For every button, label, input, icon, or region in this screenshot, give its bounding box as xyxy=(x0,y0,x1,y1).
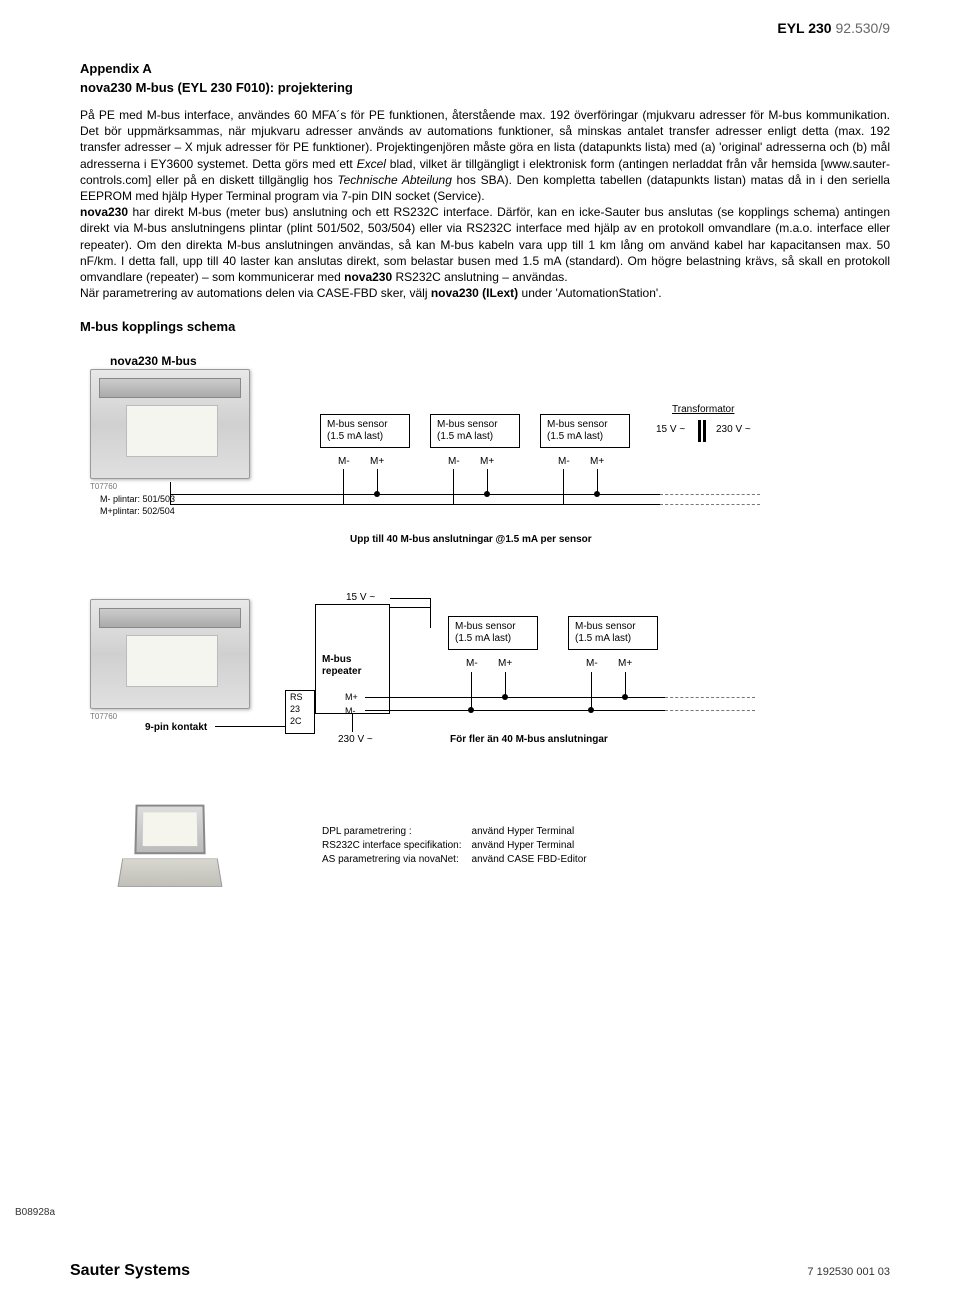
v15-label: 15 V ~ xyxy=(656,424,685,435)
device-code-2: T07760 xyxy=(90,712,117,721)
repeater-label-1: M-bus xyxy=(322,654,351,665)
repeater-label-2: repeater xyxy=(322,666,361,677)
transformer-label: Transformator xyxy=(672,404,734,415)
m-minus-label: M- xyxy=(558,456,570,467)
device-code-1: T07760 xyxy=(90,482,117,491)
m-plus-label: M+ xyxy=(480,456,494,467)
appendix-title: Appendix A xyxy=(80,61,890,76)
schema-title: M-bus kopplings schema xyxy=(80,319,890,334)
page-header: EYL 230 92.530/9 xyxy=(70,20,890,36)
wiring-diagram: nova230 M-bus T07760 M-bus sensor (1.5 m… xyxy=(90,394,890,934)
v230-label-2: 230 V ~ xyxy=(338,734,373,745)
dash-line xyxy=(660,504,760,505)
sensor-box: M-bus sensor (1.5 mA last) xyxy=(568,616,658,650)
v15-label-2: 15 V ~ xyxy=(346,592,375,603)
header-code: EYL 230 xyxy=(777,20,831,36)
dash-line xyxy=(660,494,760,495)
sensor-box: M-bus sensor (1.5 mA last) xyxy=(540,414,630,448)
bus-line xyxy=(170,504,660,505)
laptop-icon xyxy=(120,804,230,894)
footer-id: B08928a xyxy=(15,1207,55,1218)
header-suffix: 92.530/9 xyxy=(832,20,890,36)
plintar-label-1: M- plintar: 501/503 xyxy=(100,494,175,504)
m-minus-label: M- xyxy=(338,456,350,467)
m-minus-label: M- xyxy=(448,456,460,467)
caption-2: För fler än 40 M-bus anslutningar xyxy=(450,734,608,745)
v230-label: 230 V ~ xyxy=(716,424,751,435)
footer-brand: Sauter Systems xyxy=(70,1262,190,1280)
bus-line xyxy=(170,494,660,495)
page-footer: Sauter Systems 7 192530 001 03 xyxy=(70,1262,890,1280)
m-plus-label: M+ xyxy=(590,456,604,467)
device-box-2 xyxy=(90,599,250,709)
device-box-1 xyxy=(90,369,250,479)
nova-title: nova230 M-bus xyxy=(110,354,197,368)
sensor-box: M-bus sensor (1.5 mA last) xyxy=(320,414,410,448)
plintar-label-2: M+plintar: 502/504 xyxy=(100,506,175,516)
sensor-box: M-bus sensor (1.5 mA last) xyxy=(430,414,520,448)
subtitle: nova230 M-bus (EYL 230 F010): projekteri… xyxy=(80,80,890,95)
paragraph-1: På PE med M-bus interface, användes 60 M… xyxy=(80,107,890,301)
spec-table: DPL parametrering : använd Hyper Termina… xyxy=(320,824,597,868)
caption-1: Upp till 40 M-bus anslutningar @1.5 mA p… xyxy=(350,534,592,545)
sensor-box: M-bus sensor (1.5 mA last) xyxy=(448,616,538,650)
nine-pin-label: 9-pin kontakt xyxy=(145,722,207,733)
transformer-icon xyxy=(698,420,706,442)
m-plus-label: M+ xyxy=(370,456,384,467)
footer-docnum: 7 192530 001 03 xyxy=(807,1266,890,1278)
